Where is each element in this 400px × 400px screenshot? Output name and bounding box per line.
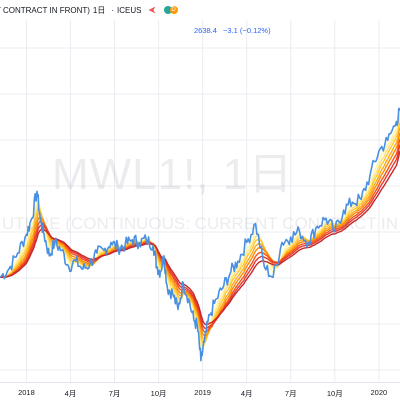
x-tick-label-4: 2019	[194, 388, 211, 397]
ema-line-4	[0, 127, 400, 341]
market-open-icon[interactable]	[163, 6, 172, 14]
x-tick-label-3: 10月	[150, 389, 167, 398]
x-tick-label-2: 7月	[108, 389, 121, 398]
watermark-symbol: MWL1!, 1日	[52, 150, 294, 199]
symbol-title[interactable]: T CONTRACT IN FRONT)	[0, 5, 90, 15]
data-d-icon[interactable]: D	[169, 6, 178, 14]
last-price: 2638.4	[194, 26, 217, 35]
separator-dot: ·	[111, 5, 115, 15]
x-tick-label-0: 2018	[18, 388, 35, 397]
price-line	[0, 107, 400, 362]
ema-line-5	[0, 132, 400, 337]
ema-line-8	[0, 150, 400, 326]
x-tick-label-6: 7月	[284, 389, 297, 398]
watermark-description: UTURE (CONTINUOUS: CURRENT CONTRACT IN F…	[2, 214, 400, 233]
price-change: −3.1 (−0.12%)	[223, 26, 271, 35]
quote-readout: 2638.4 −3.1 (−0.12%)	[194, 26, 271, 35]
x-tick-label-1: 4月	[64, 389, 77, 398]
ema-line-6	[0, 138, 400, 333]
chart-header: T CONTRACT IN FRONT) 1日 · ICEUS D	[0, 0, 400, 20]
x-tick-label-5: 4月	[240, 389, 253, 398]
interval-label[interactable]: 1日	[92, 5, 106, 15]
flag-icon[interactable]	[148, 6, 156, 14]
x-tick-label-8: 2020	[370, 388, 388, 397]
x-tick-label-7: 10月	[326, 389, 343, 398]
time-axis[interactable]: 2018 4月 7月 10月 2019 4月 7月 10月 2020	[0, 382, 400, 400]
exchange-label: ICEUS	[117, 5, 142, 15]
